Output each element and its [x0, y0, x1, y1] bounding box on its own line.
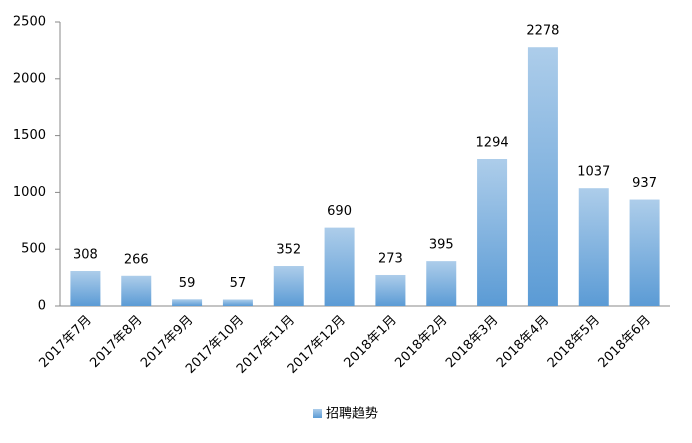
data-label: 2278 — [526, 24, 559, 39]
data-label: 308 — [73, 248, 98, 263]
legend-swatch — [313, 409, 322, 418]
data-label: 395 — [429, 238, 454, 253]
bar — [70, 271, 101, 306]
bar — [121, 275, 152, 306]
x-tick-label: 2017年7月 — [36, 313, 94, 371]
bar — [477, 159, 508, 306]
data-label: 352 — [276, 243, 301, 258]
bar — [375, 274, 406, 306]
bar — [273, 266, 304, 306]
data-label: 266 — [124, 252, 149, 267]
y-tick-label: 0 — [38, 299, 46, 314]
data-label: 1294 — [476, 136, 509, 151]
bar — [172, 299, 203, 306]
x-tick-label: 2018年2月 — [392, 313, 450, 371]
y-tick-label: 500 — [21, 242, 46, 257]
y-tick-label: 1500 — [13, 128, 46, 143]
data-label: 59 — [179, 276, 196, 291]
data-label: 690 — [327, 204, 352, 219]
y-tick-label: 2500 — [13, 15, 46, 30]
y-tick-label: 2000 — [13, 71, 46, 86]
bar — [629, 199, 660, 306]
x-tick-label: 2017年8月 — [87, 313, 145, 371]
bar — [324, 227, 355, 306]
bar — [527, 47, 558, 306]
x-tick-label: 2018年5月 — [545, 313, 603, 371]
data-label: 57 — [230, 276, 247, 291]
data-label: 937 — [632, 176, 657, 191]
legend-label: 招聘趋势 — [326, 406, 378, 422]
bar — [222, 299, 253, 306]
data-label: 1037 — [577, 165, 610, 180]
data-label: 273 — [378, 251, 403, 266]
bar — [578, 188, 609, 306]
bar — [426, 261, 457, 306]
y-tick-label: 1000 — [13, 185, 46, 200]
x-tick-label: 2018年4月 — [494, 313, 552, 371]
x-tick-label: 2018年3月 — [443, 313, 501, 371]
x-tick-label: 2018年1月 — [341, 313, 399, 371]
x-tick-label: 2018年6月 — [596, 313, 654, 371]
